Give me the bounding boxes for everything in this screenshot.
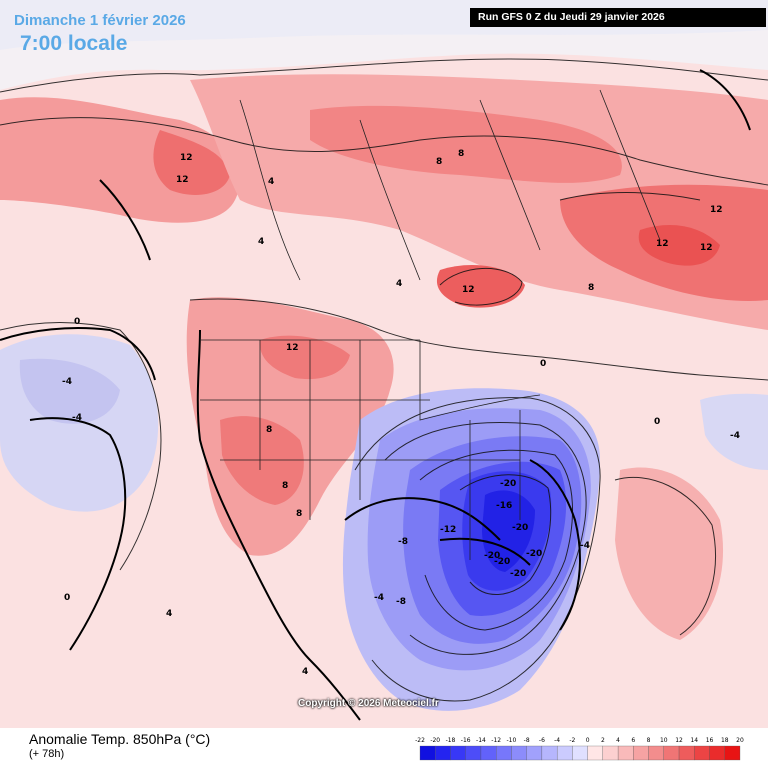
legend-swatch	[633, 745, 649, 761]
forecast-date: Dimanche 1 février 2026	[14, 12, 186, 29]
legend-swatch	[541, 745, 558, 761]
map-label: 12	[180, 153, 193, 163]
map-label: 4	[258, 237, 264, 247]
legend-tick-label: -22	[415, 737, 425, 744]
legend-swatch	[496, 745, 512, 761]
legend-tick-label: 12	[675, 737, 683, 744]
legend-tick-label: 4	[616, 737, 620, 744]
map-label: 4	[396, 279, 402, 289]
legend-tick-label: -14	[476, 737, 486, 744]
legend-tick-label: -20	[430, 737, 440, 744]
map-label: -4	[730, 431, 740, 441]
legend-tick-label: -8	[524, 737, 530, 744]
legend-swatch	[435, 745, 451, 761]
legend-swatch	[724, 745, 741, 761]
legend-tick-label: 16	[706, 737, 714, 744]
legend-swatch	[450, 745, 466, 761]
map-label: -20	[510, 569, 526, 579]
map-label: 12	[176, 175, 189, 185]
legend-swatch	[663, 745, 680, 761]
map-label: -4	[580, 541, 590, 551]
legend-tick-label: -12	[491, 737, 501, 744]
legend-tick-label: 2	[601, 737, 605, 744]
map-label: 8	[296, 509, 302, 519]
legend-tick-label: 20	[736, 737, 744, 744]
map-label: -4	[72, 413, 82, 423]
map-label: -4	[62, 377, 72, 387]
legend-swatch	[678, 745, 695, 761]
map-label: 0	[74, 317, 80, 327]
map-label: 12	[700, 243, 713, 253]
legend-swatch	[572, 745, 588, 761]
map-label: -4	[374, 593, 384, 603]
map-label: -20	[526, 549, 542, 559]
map-label: 12	[462, 285, 475, 295]
legend-tick-label: 6	[631, 737, 635, 744]
legend-swatch	[602, 745, 619, 761]
legend-swatch	[587, 745, 604, 761]
legend-swatch	[556, 745, 573, 761]
map-label: 8	[436, 157, 442, 167]
legend-tick-label: -16	[461, 737, 471, 744]
legend-swatch	[511, 745, 527, 761]
temperature-anomaly-map[interactable]: 12 12 12 12 12 12 12 8 8 8 8 8 8 4 4 4 4…	[0, 0, 768, 728]
legend-swatch	[648, 745, 664, 761]
color-scale-legend: -22 -20 -18 -16 -14 -12 -10 -8 -6 -4 -2 0 2 4 6 8 10 12 14…	[415, 737, 744, 761]
legend-swatch	[617, 745, 634, 761]
legend-swatch	[526, 745, 543, 761]
legend-tick-label: 8	[647, 737, 651, 744]
legend-tick-label: -6	[539, 737, 545, 744]
map-label: -20	[500, 479, 516, 489]
map-label: 0	[64, 593, 70, 603]
legend-tick-label: 14	[690, 737, 698, 744]
forecast-time: 7:00 locale	[20, 32, 128, 55]
legend-tick-label: -18	[446, 737, 456, 744]
legend-tick-label: -4	[554, 737, 560, 744]
model-run-label: Run GFS 0 Z du Jeudi 29 janvier 2026	[470, 8, 766, 27]
legend-swatch	[709, 745, 725, 761]
map-label: 12	[710, 205, 723, 215]
map-label: 4	[268, 177, 274, 187]
map-label: 12	[286, 343, 299, 353]
map-label: -16	[496, 501, 512, 511]
map-label: 12	[656, 239, 669, 249]
legend-tick-label: 0	[586, 737, 590, 744]
map-label: -8	[398, 537, 408, 547]
map-label: 0	[654, 417, 660, 427]
map-label: 8	[458, 149, 464, 159]
legend-swatch	[480, 745, 497, 761]
map-label: -20	[494, 557, 510, 567]
map-label: -20	[484, 551, 500, 561]
map-label: 4	[302, 667, 308, 677]
legend-swatch	[694, 745, 710, 761]
parameter-label: Anomalie Temp. 850hPa (°C)	[29, 731, 211, 747]
map-label: 0	[540, 359, 546, 369]
map-label: 4	[166, 609, 172, 619]
copyright-notice: Copyright © 2026 Meteociel.fr	[298, 698, 439, 709]
map-label: 8	[266, 425, 272, 435]
legend-tick-label: 18	[721, 737, 729, 744]
legend-tick-label: -10	[507, 737, 517, 744]
map-label: -12	[440, 525, 456, 535]
map-label: 8	[282, 481, 288, 491]
legend-swatch	[465, 745, 482, 761]
legend-swatch	[419, 745, 436, 761]
map-label: -20	[512, 523, 528, 533]
legend-tick-label: 10	[660, 737, 668, 744]
legend-tick-label: -2	[569, 737, 575, 744]
map-label: 8	[588, 283, 594, 293]
map-label: -8	[396, 597, 406, 607]
lead-time-label: (+ 78h)	[29, 748, 65, 760]
